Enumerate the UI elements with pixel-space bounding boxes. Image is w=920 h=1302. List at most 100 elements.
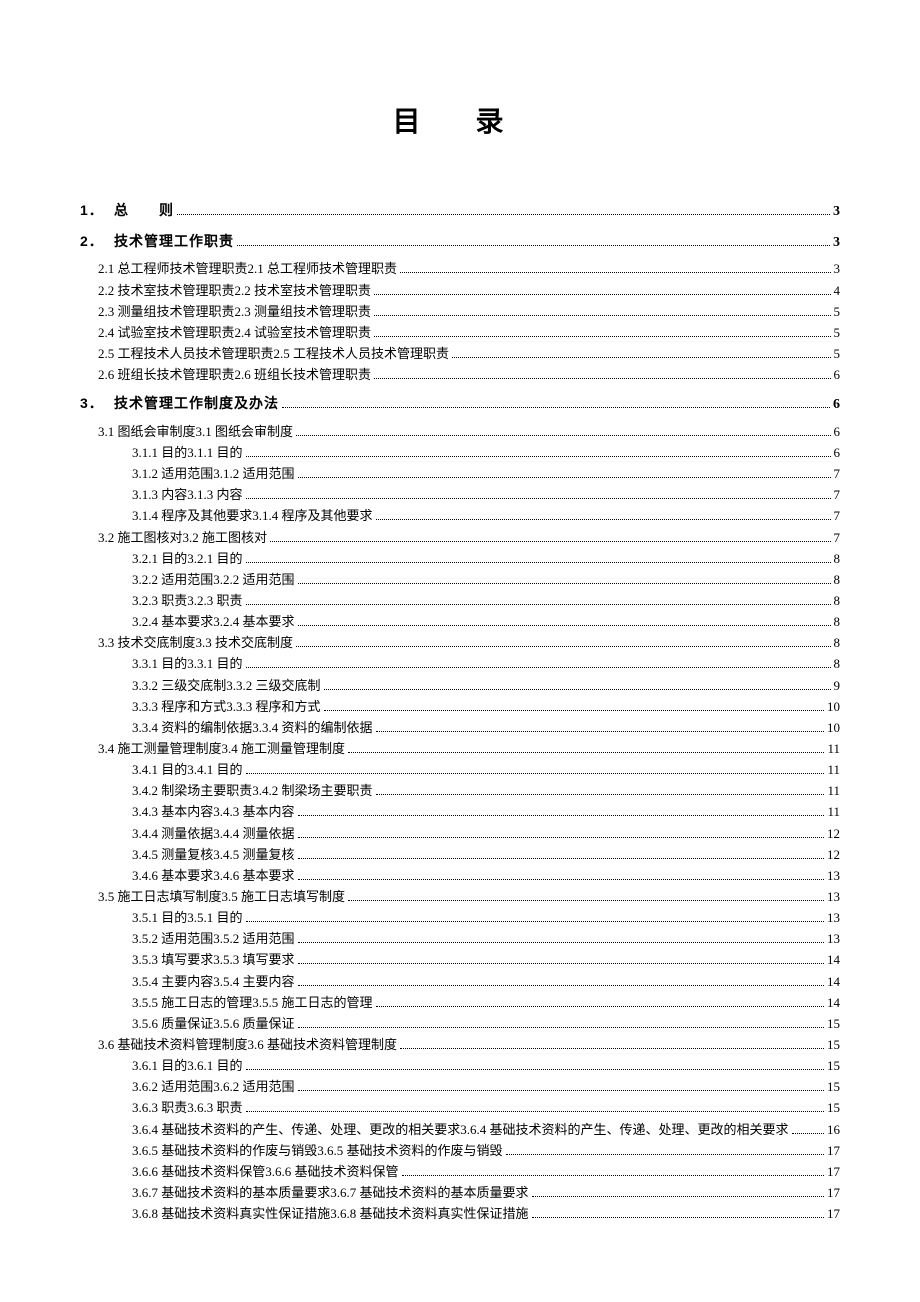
toc-leader-dots (298, 1090, 824, 1091)
toc-entry: 2.2 技术室技术管理职责2.2 技术室技术管理职责4 (80, 281, 840, 301)
toc-entry-page: 9 (834, 676, 841, 696)
toc-entry: 3.5.1 目的3.5.1 目的13 (80, 908, 840, 928)
toc-entry: 3.2.3 职责3.2.3 职责8 (80, 591, 840, 611)
toc-entry-page: 15 (827, 1056, 840, 1076)
toc-entry-page: 8 (834, 654, 841, 674)
toc-entry-text: 基本要求 (243, 868, 295, 883)
toc-entry-text: 基础技术资料的作废与销毁 (347, 1143, 503, 1158)
toc-entry-num: 3.4 (222, 741, 238, 756)
toc-entry-num: 3.6.1 (187, 1058, 213, 1073)
toc-entry-label: 3.6.4 基础技术资料的产生、传递、处理、更改的相关要求3.6.4 基础技术资… (132, 1120, 789, 1140)
toc-entry-label: 3.3.2 三级交底制3.3.2 三级交底制 (132, 676, 321, 696)
toc-entry: 3.6.4 基础技术资料的产生、传递、处理、更改的相关要求3.6.4 基础技术资… (80, 1120, 840, 1140)
toc-entry-num: 3.1 (196, 424, 212, 439)
toc-entry-text: 班组长技术管理职责 (254, 367, 371, 382)
toc-entry-num: 3.5.2 (213, 931, 239, 946)
toc-entry-page: 13 (827, 929, 840, 949)
toc-entry-text: 施工日志的管理 (282, 995, 373, 1010)
toc-entry-page: 13 (827, 887, 840, 907)
toc-entry-text: 施工测量管理制度 (241, 741, 345, 756)
toc-entry-text: 图纸会审制度 (215, 424, 293, 439)
toc-entry-num: 3.2 (183, 530, 199, 545)
toc-entry-num: 3.6 (248, 1037, 264, 1052)
toc-entry-text: 基础技术资料的产生、传递、处理、更改的相关要求 (490, 1122, 789, 1137)
toc-entry-label: 3.2.2 适用范围3.2.2 适用范围 (132, 570, 295, 590)
toc-leader-dots (246, 1069, 824, 1070)
toc-entry-page: 3 (834, 259, 841, 279)
toc-entry-num: 2.2 (235, 283, 251, 298)
toc-entry-num: 3.2.3 (187, 593, 213, 608)
toc-entry-page: 6 (834, 422, 841, 442)
toc-entry-num: 3.4.1 (187, 762, 213, 777)
toc-leader-dots (237, 245, 830, 246)
toc-entry: 3.2.2 适用范围3.2.2 适用范围8 (80, 570, 840, 590)
toc-entry-text: 职责 (217, 1100, 243, 1115)
toc-leader-dots (177, 214, 830, 215)
toc-leader-dots (298, 625, 831, 626)
toc-leader-dots (298, 583, 831, 584)
toc-entry: 3.1.1 目的3.1.1 目的6 (80, 443, 840, 463)
toc-entry-num: 3.3.3 (226, 699, 252, 714)
toc-entry: 3.1.2 适用范围3.1.2 适用范围7 (80, 464, 840, 484)
toc-entry: 3.1.3 内容3.1.3 内容7 (80, 485, 840, 505)
toc-entry-num: 3.6.6 (265, 1164, 291, 1179)
toc-entry-text: 职责 (217, 593, 243, 608)
toc-entry-label: 3.4.6 基本要求3.4.6 基本要求 (132, 866, 295, 886)
toc-leader-dots (298, 1027, 824, 1028)
toc-entry: 3.4 施工测量管理制度3.4 施工测量管理制度11 (80, 739, 840, 759)
toc-entry-page: 10 (827, 718, 840, 738)
toc-entry-text: 测量复核 (243, 847, 295, 862)
toc-entry: 2.4 试验室技术管理职责2.4 试验室技术管理职责5 (80, 323, 840, 343)
toc-entry-text: 技术室技术管理职责 (254, 283, 371, 298)
toc-entry: 3.5 施工日志填写制度3.5 施工日志填写制度 13 (80, 887, 840, 907)
toc-leader-dots (246, 456, 831, 457)
toc-entry-num: 3.1.1 (187, 445, 213, 460)
toc-entry-num: 2.6 (235, 367, 251, 382)
toc-entry-page: 11 (827, 760, 840, 780)
toc-entry-text: 适用范围 (243, 466, 295, 481)
toc-entry-num: 3.6.5 (317, 1143, 343, 1158)
toc-entry-num: 3.3.2 (226, 678, 252, 693)
toc-entry-text: 工程技术人员技术管理职责 (293, 346, 449, 361)
toc-entry-label: 3.6.7 基础技术资料的基本质量要求3.6.7 基础技术资料的基本质量要求 (132, 1183, 529, 1203)
toc-entry-text: 适用范围 (243, 931, 295, 946)
toc-leader-dots (324, 689, 831, 690)
toc-entry-text: 目的 (217, 762, 243, 777)
toc-entry-page: 4 (834, 281, 841, 301)
toc-leader-dots (792, 1133, 824, 1134)
toc-entry: 3.3 技术交底制度3.3 技术交底制度8 (80, 633, 840, 653)
toc-entry-label: 3.6.8 基础技术资料真实性保证措施3.6.8 基础技术资料真实性保证措施 (132, 1204, 529, 1224)
toc-entry-page: 12 (827, 845, 840, 865)
toc-entry-page: 8 (834, 549, 841, 569)
toc-entry-page: 11 (827, 781, 840, 801)
toc-entry-label: 3.5 施工日志填写制度3.5 施工日志填写制度 (98, 887, 345, 907)
toc-entry-page: 15 (827, 1014, 840, 1034)
toc-leader-dots (246, 562, 831, 563)
toc-entry-label: 3.4.5 测量复核3.4.5 测量复核 (132, 845, 295, 865)
toc-entry: 3．技术管理工作制度及办法6 (80, 393, 840, 416)
toc-entry-text: 基础技术资料管理制度 (267, 1037, 397, 1052)
toc-entry-page: 15 (827, 1098, 840, 1118)
toc-leader-dots (298, 815, 825, 816)
toc-entry-label: 3.6.2 适用范围3.6.2 适用范围 (132, 1077, 295, 1097)
toc-entry-label: 3.1 图纸会审制度3.1 图纸会审制度 (98, 422, 293, 442)
toc-entry-num: 2.3 (235, 304, 251, 319)
toc-entry-num: 3.5 (222, 889, 238, 904)
toc-entry-text: 适用范围 (243, 1079, 295, 1094)
toc-entry: 3.6.3 职责3.6.3 职责15 (80, 1098, 840, 1118)
toc-entry-num: 3． (80, 393, 114, 415)
toc-entry: 3.4.3 基本内容3.4.3 基本内容11 (80, 802, 840, 822)
toc-entry-text: 主要内容 (243, 974, 295, 989)
toc-leader-dots (246, 1111, 824, 1112)
toc-entry-label: 3.4.1 目的3.4.1 目的 (132, 760, 243, 780)
toc-entry-text: 基础技术资料的基本质量要求 (360, 1185, 529, 1200)
toc-entry-num: 3.6.2 (213, 1079, 239, 1094)
toc-entry-num: 3.1.2 (213, 466, 239, 481)
toc-entry: 3.4.4 测量依据3.4.4 测量依据12 (80, 824, 840, 844)
toc-entry-num: 3.4.4 (213, 826, 239, 841)
toc-entry-page: 17 (827, 1141, 840, 1161)
toc-entry: 3.3.3 程序和方式3.3.3 程序和方式10 (80, 697, 840, 717)
toc-entry: 2.5 工程技术人员技术管理职责2.5 工程技术人员技术管理职责5 (80, 344, 840, 364)
toc-entry-page: 12 (827, 824, 840, 844)
toc-entry-page: 5 (834, 323, 841, 343)
